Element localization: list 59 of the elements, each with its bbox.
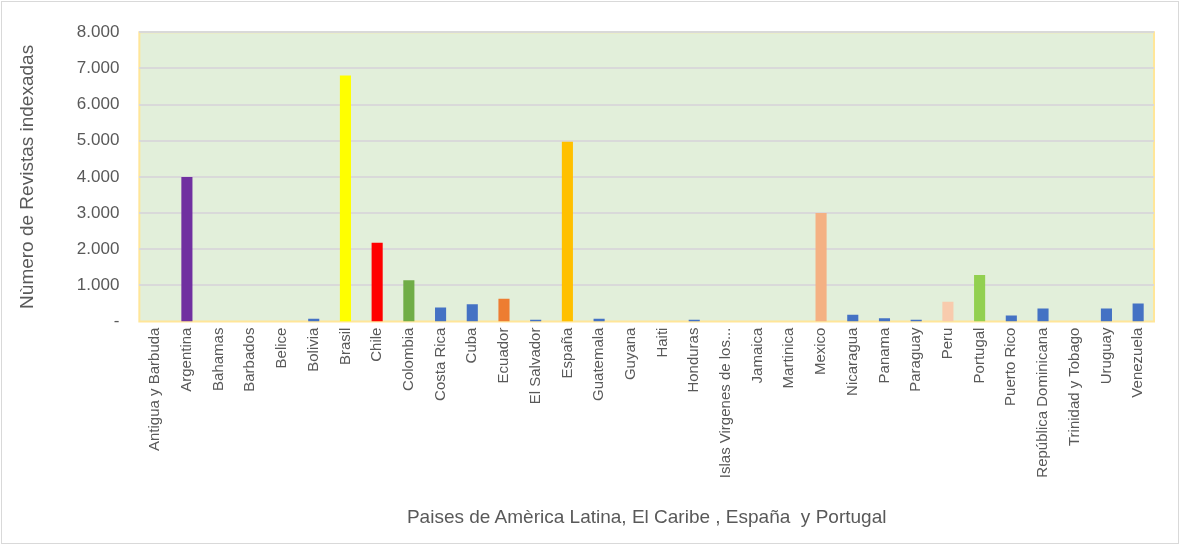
x-tick-label: Islas Virgenes de los... [716,327,734,479]
x-tick-label: Guatemala [589,326,607,401]
x-tick-label: Guyana [620,326,638,381]
bar [339,75,351,322]
x-tick-label: Brasil [335,327,353,366]
bar [1100,308,1112,322]
bar [815,213,827,322]
bar [561,141,573,322]
y-tick-label: 2.000 [76,238,120,258]
x-tick-label: Colombia [399,326,416,391]
x-tick-label: Mexico [811,327,829,376]
x-tick-label: Chile [367,327,385,362]
x-tick-label: Martinica [779,326,797,389]
bar [403,280,415,322]
x-tick-label: Argentina [177,326,195,392]
x-tick-label: Puerto Rico [1001,327,1019,406]
x-tick-label: Portugal [969,327,987,384]
x-tick-label: España [557,326,575,379]
x-tick-label: Peru [938,327,956,360]
x-tick-label: Haiti [652,327,670,358]
x-tick-label: Paraguay [906,327,924,392]
y-axis-title: Nùmero de Revistas indexadas [15,44,37,309]
bar [435,307,447,322]
x-tick-label: Costa Rica [430,326,448,401]
x-tick-label: Antigua y Barbuda [145,326,163,451]
y-tick-label: - [113,311,120,331]
x-tick-label: Uruguay [1096,327,1114,385]
bar [974,274,986,322]
x-tick-label: Ecuador [494,327,512,384]
y-tick-label: 4.000 [76,166,120,186]
y-tick-label: 1.000 [76,275,120,295]
x-tick-label: Trinidad y Tobago [1064,327,1082,446]
x-tick-label: República Dominicana [1033,326,1051,478]
x-tick-label: Barbados [240,327,258,392]
bar [466,304,478,322]
bar [942,301,954,322]
x-tick-label: Honduras [684,327,702,393]
x-tick-label: El Salvador [525,327,543,405]
y-tick-label: 8.000 [76,21,120,41]
x-axis-title: Paises de Amèrica Latina, El Caribe , España y Portugal [406,505,887,527]
bar [498,298,510,322]
bar [878,318,891,322]
x-tick-label: Nicaragua [842,326,860,396]
y-tick-label: 5.000 [76,130,120,150]
bar [1132,303,1144,322]
y-tick-label: 6.000 [76,94,120,114]
bar [1005,315,1017,322]
y-tick-label: 3.000 [76,202,120,222]
bar [1037,308,1049,322]
x-tick-label: Venezuela [1128,326,1146,398]
bar [181,176,193,322]
x-tick-label: Belice [272,327,290,369]
y-tick-label: 7.000 [76,58,120,78]
bar [371,242,383,322]
x-tick-label: Jamaica [747,326,765,384]
x-tick-label: Bolivia [303,326,321,372]
x-tick-label: Cuba [462,326,480,364]
x-tick-label: Bahamas [208,327,226,391]
x-tick-label: Panama [874,326,892,384]
